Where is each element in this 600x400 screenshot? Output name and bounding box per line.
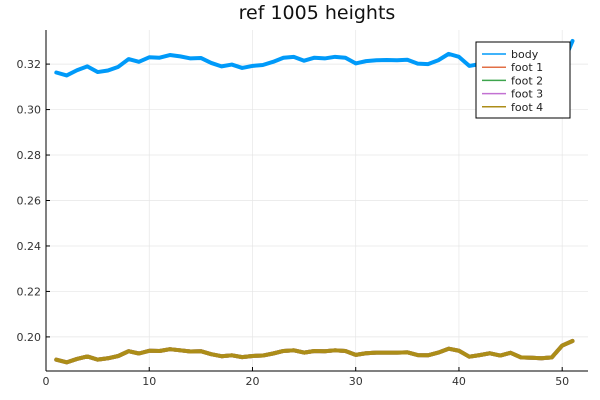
grid: [45, 30, 588, 371]
legend-entry: foot 1: [511, 61, 543, 74]
y-tick-label: 0.22: [17, 285, 42, 298]
x-tick-label: 0: [43, 375, 50, 388]
y-tick-label: 0.30: [17, 104, 42, 117]
legend-entry: foot 3: [511, 88, 543, 101]
x-tick-label: 20: [245, 375, 259, 388]
axes: [45, 30, 588, 372]
y-tick-label: 0.26: [17, 195, 42, 208]
x-tick-label: 10: [142, 375, 156, 388]
legend-entry: foot 2: [511, 74, 543, 87]
series-line-foot-4: [54, 338, 575, 365]
x-tick-label: 40: [452, 375, 466, 388]
x-tick-label: 50: [555, 375, 569, 388]
legend-entry: foot 4: [511, 101, 543, 114]
tick-labels: 0 10 20 30 40 50 0.20 0.22 0.24 0.26 0.28 0.30 0.32: [17, 58, 570, 388]
y-tick-label: 0.20: [17, 331, 42, 344]
y-tick-label: 0.24: [17, 240, 42, 253]
x-tick-label: 30: [349, 375, 363, 388]
chart-title: ref 1005 heights: [239, 2, 396, 24]
legend-entry: body: [511, 48, 539, 61]
y-tick-label: 0.32: [17, 58, 42, 71]
y-tick-label: 0.28: [17, 149, 42, 162]
